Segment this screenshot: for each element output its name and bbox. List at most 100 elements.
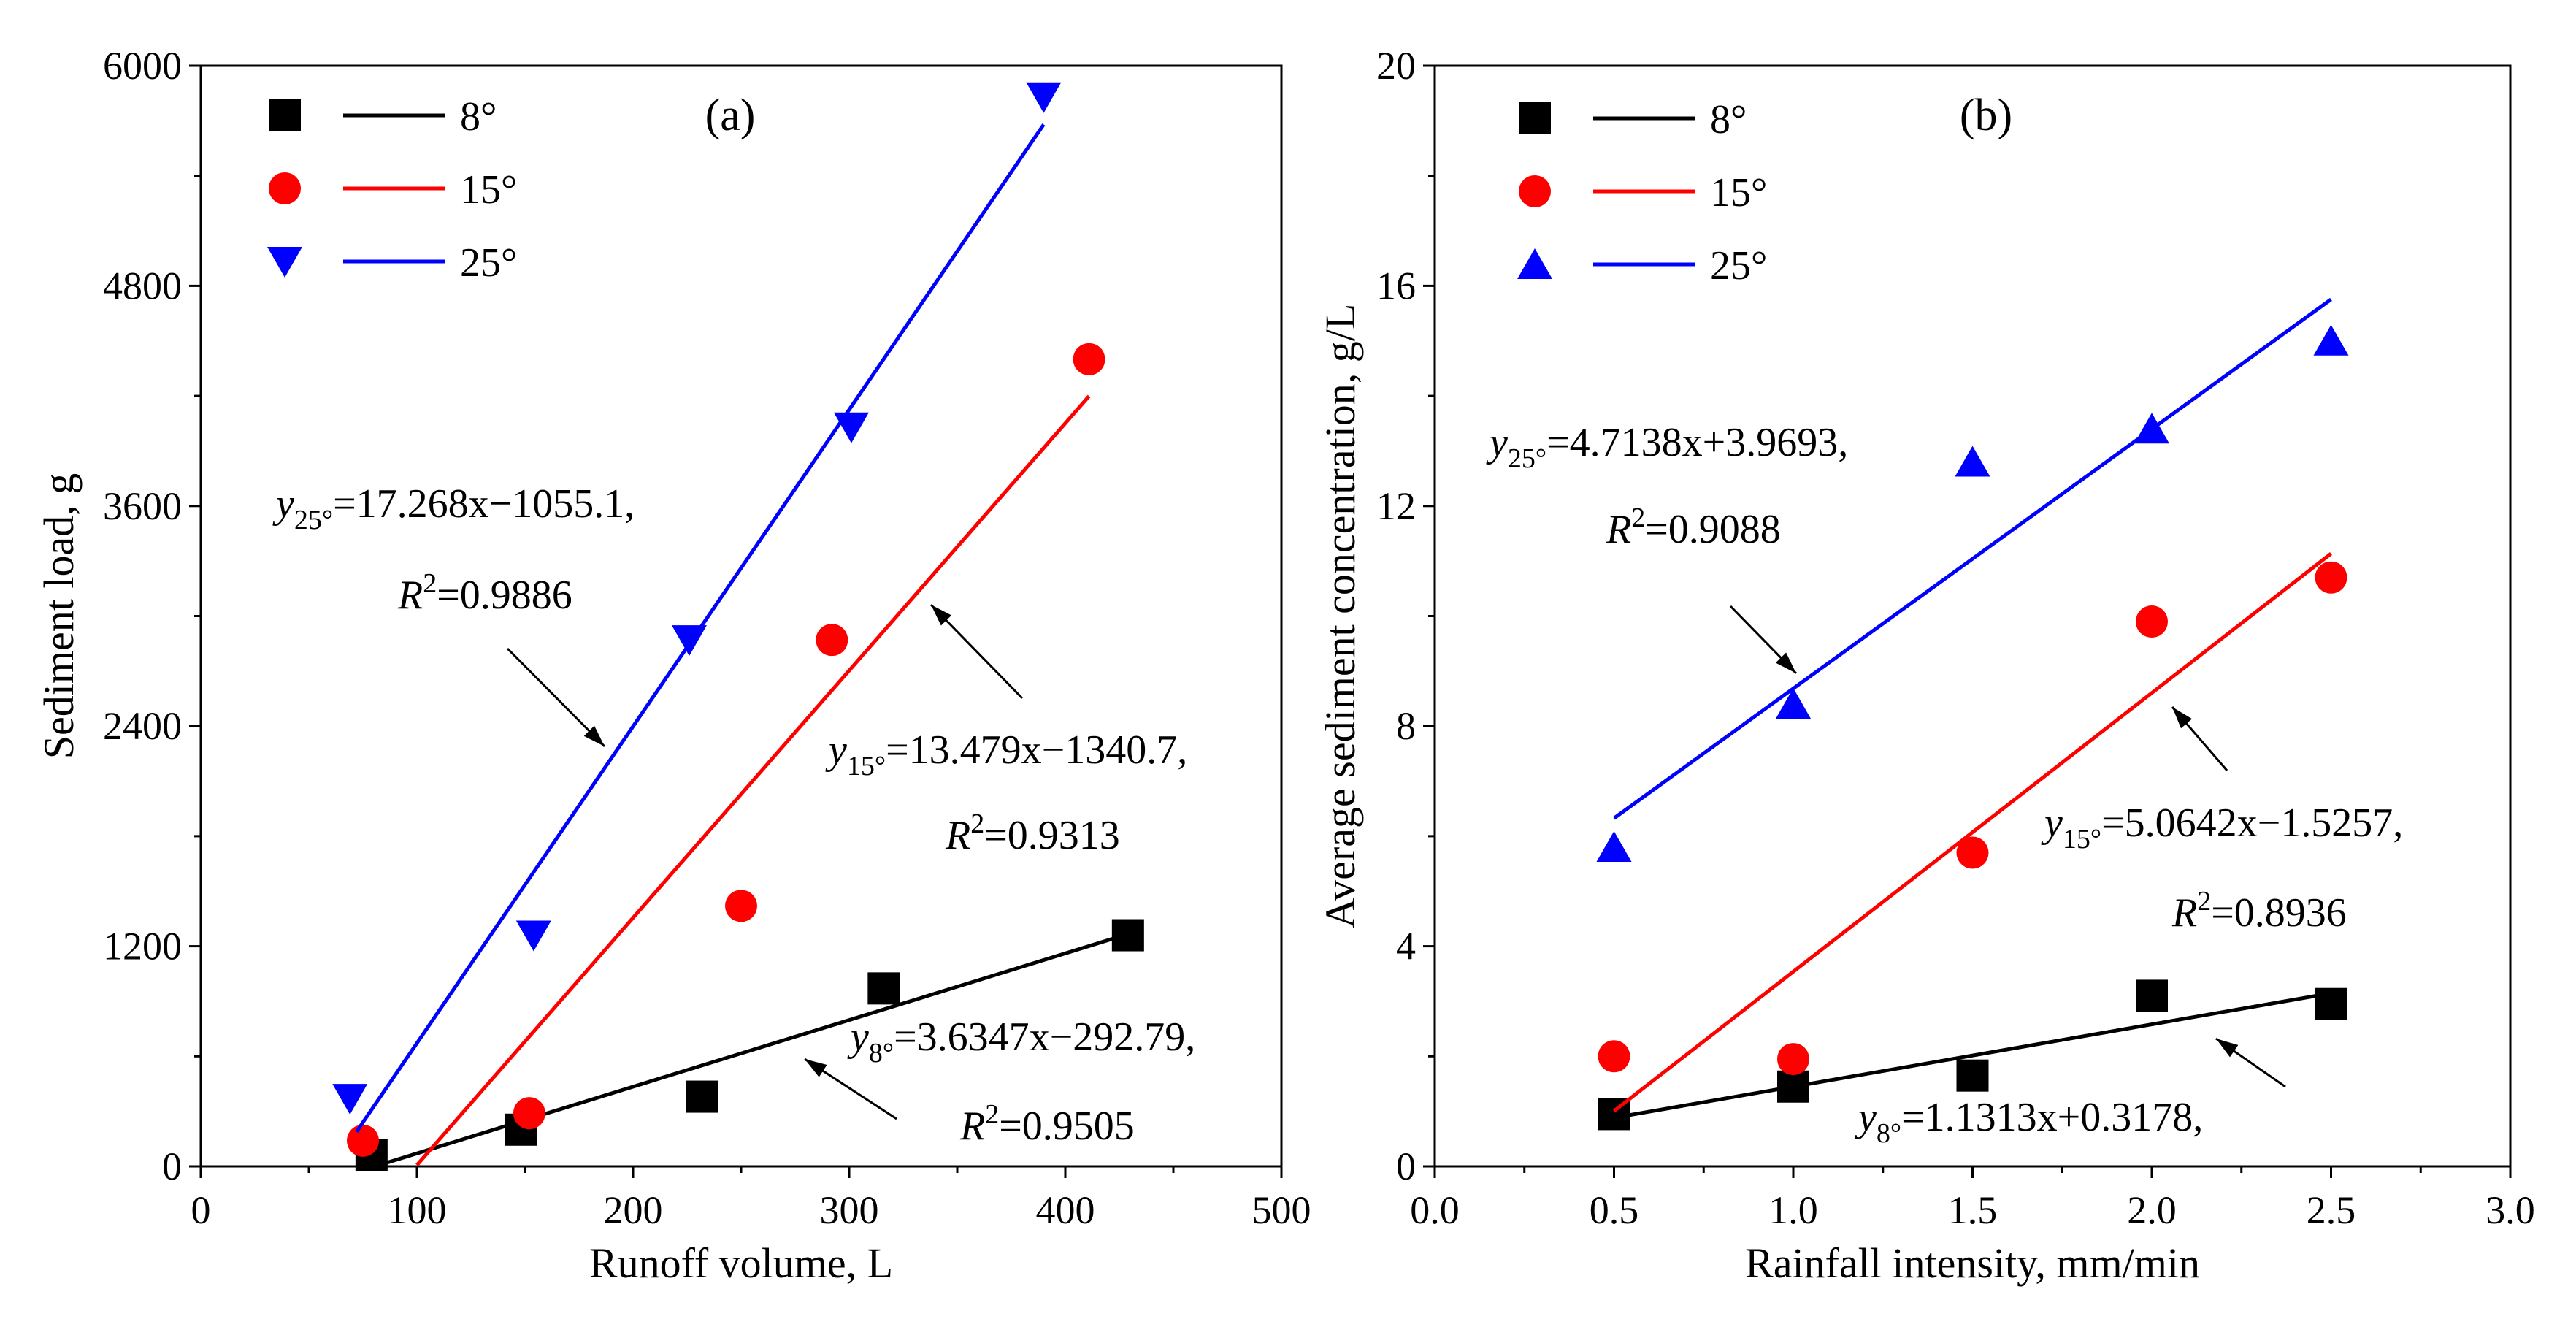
data-point-2 xyxy=(671,625,707,657)
equation-subscript: 15° xyxy=(847,751,886,781)
data-point-2 xyxy=(515,920,551,952)
r-symbol: R xyxy=(1606,507,1631,552)
data-point-1 xyxy=(2315,561,2347,594)
annotation-arrow xyxy=(1729,605,1798,675)
data-point-0 xyxy=(1111,919,1144,952)
legend-label-0: 8° xyxy=(460,94,497,139)
x-axis-title: Runoff volume, L xyxy=(589,1239,893,1287)
data-point-2 xyxy=(1776,688,1811,719)
x-axis-title: Rainfall intensity, mm/min xyxy=(1745,1239,2200,1287)
data-point-2 xyxy=(833,412,869,443)
legend-marker-2 xyxy=(267,247,302,278)
data-point-1 xyxy=(1777,1043,1809,1076)
squared-superscript: 2 xyxy=(2197,886,2211,917)
equation-body: =1.1313x+0.3178, xyxy=(1901,1095,2203,1140)
squared-superscript: 2 xyxy=(970,808,984,839)
data-point-1 xyxy=(2136,605,2168,638)
equation-subscript: 25° xyxy=(294,505,333,535)
equation-subscript: 25° xyxy=(1508,443,1546,474)
legend: 8° 15° 25° xyxy=(1517,97,1767,288)
r-squared: R2=0.9088 xyxy=(1606,502,1781,552)
fit-line-0 xyxy=(373,932,1129,1169)
y-tick-label: 12 xyxy=(1376,484,1416,528)
fit-line-1 xyxy=(1612,552,2333,1113)
x-tick-label: 400 xyxy=(1036,1188,1095,1232)
equation-body: =4.7138x+3.9693, xyxy=(1546,420,1848,465)
legend: 8° 15° 25° xyxy=(267,94,517,286)
x-tick-label: 300 xyxy=(820,1188,879,1232)
y-tick-label: 0 xyxy=(1396,1144,1416,1188)
data-point-1 xyxy=(347,1124,379,1157)
data-point-1 xyxy=(1073,343,1105,375)
annotation-arrow xyxy=(2215,1037,2286,1088)
legend-marker-1 xyxy=(1519,175,1551,207)
y-tick-label: 2400 xyxy=(103,704,182,748)
data-point-2 xyxy=(2313,324,2349,356)
r-squared: R2=0.9886 xyxy=(397,568,572,618)
legend-marker-1 xyxy=(269,172,301,204)
y-tick-label: 1200 xyxy=(103,925,182,968)
r-squared-value: =0.9313 xyxy=(984,813,1120,858)
r-symbol: R xyxy=(2171,890,2197,936)
x-tick-label: 2.5 xyxy=(2307,1188,2356,1232)
legend-label-0: 8° xyxy=(1710,97,1747,142)
annotations: y25°=4.7138x+3.9693, R2=0.9088 y15°=5.0642… xyxy=(1486,420,2403,1149)
r-squared: R2=0.9313 xyxy=(945,808,1120,858)
squared-superscript: 2 xyxy=(985,1099,999,1130)
y-tick-label: 6000 xyxy=(103,44,182,88)
fit-equation: y8°=3.6347x−292.79, xyxy=(847,1014,1195,1069)
squared-superscript: 2 xyxy=(1631,502,1645,533)
data-point-1 xyxy=(1598,1040,1630,1073)
data-point-2 xyxy=(1596,830,1632,862)
x-tick-label: 1.5 xyxy=(1948,1188,1998,1232)
r-squared-value: =0.9886 xyxy=(437,573,572,618)
r-squared-value: =0.8936 xyxy=(2211,890,2347,936)
fit-line-2 xyxy=(1613,297,2332,820)
data-point-0 xyxy=(2315,987,2347,1020)
annotation-arrow xyxy=(804,1058,897,1120)
equation-subscript: 8° xyxy=(1877,1118,1901,1149)
r-squared: R2=0.9505 xyxy=(959,1099,1135,1149)
y-tick-label: 20 xyxy=(1376,44,1416,88)
squared-superscript: 2 xyxy=(423,568,437,599)
fit-line-1 xyxy=(415,394,1091,1166)
arrow-head xyxy=(2172,707,2193,729)
y-symbol: y xyxy=(825,727,847,773)
legend-label-1: 15° xyxy=(1710,170,1767,215)
data-point-2 xyxy=(1955,446,1990,477)
x-tick-label: 0 xyxy=(191,1188,211,1232)
y-tick-label: 4800 xyxy=(103,264,182,307)
y-tick-label: 4 xyxy=(1396,925,1416,968)
data-point-0 xyxy=(1777,1070,1809,1103)
data-point-0 xyxy=(867,972,900,1005)
x-tick-label: 2.0 xyxy=(2127,1188,2177,1232)
y-symbol: y xyxy=(847,1014,869,1060)
data-point-1 xyxy=(1956,836,1989,869)
y-tick-label: 16 xyxy=(1376,264,1416,307)
data-point-2 xyxy=(332,1084,368,1115)
data-point-2 xyxy=(1026,82,1062,113)
plot-frame xyxy=(1433,64,2512,1168)
equation-subscript: 8° xyxy=(869,1038,894,1069)
fit-equation: y15°=13.479x−1340.7, xyxy=(825,727,1187,781)
annotation-arrow xyxy=(929,603,1024,700)
equation-body: =13.479x−1340.7, xyxy=(886,727,1187,773)
equation-body: =5.0642x−1.5257, xyxy=(2101,800,2403,846)
y-tick-label: 8 xyxy=(1396,704,1416,748)
fit-equation: y25°=4.7138x+3.9693, xyxy=(1486,420,1848,474)
r-squared: R2=0.8936 xyxy=(2171,886,2347,936)
r-symbol: R xyxy=(945,813,970,858)
y-tick-label: 3600 xyxy=(103,484,182,528)
x-tick-label: 500 xyxy=(1252,1188,1311,1232)
equation-body: =3.6347x−292.79, xyxy=(894,1014,1195,1060)
x-tick-label: 0.0 xyxy=(1410,1188,1460,1232)
arrow-head xyxy=(805,1059,827,1077)
fit-equation: y15°=5.0642x−1.5257, xyxy=(2041,800,2403,855)
legend-label-1: 15° xyxy=(460,167,517,213)
legend-marker-0 xyxy=(1519,102,1551,134)
panel-a: 0 100 200 300 400 500 0 1200 2400 3600 4800 6000 Run… xyxy=(35,44,1311,1287)
panel-label: (a) xyxy=(705,91,756,140)
equation-subscript: 15° xyxy=(2063,824,2101,855)
x-tick-label: 200 xyxy=(604,1188,663,1232)
